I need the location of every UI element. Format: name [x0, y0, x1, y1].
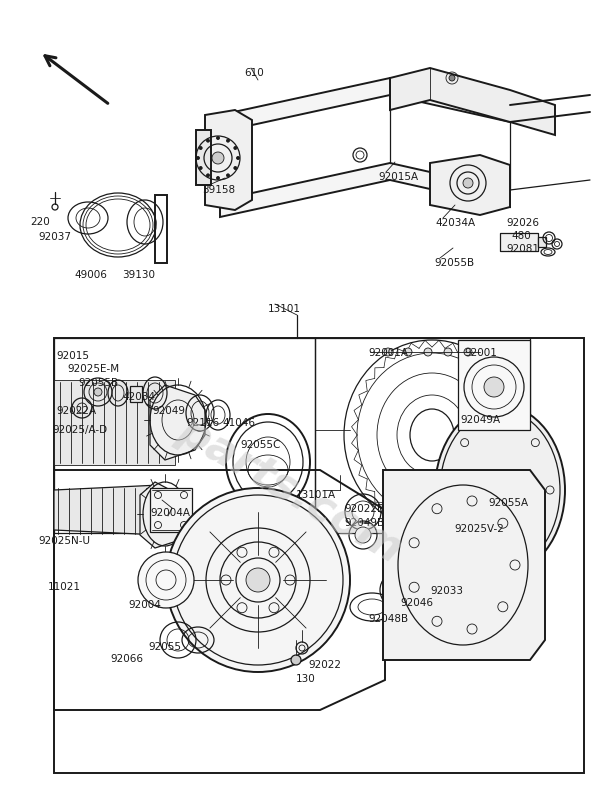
Polygon shape [383, 470, 545, 660]
Circle shape [138, 552, 194, 608]
Polygon shape [205, 110, 252, 210]
Bar [500, 233, 538, 251]
Text: 92022A: 92022A [56, 406, 96, 416]
Bar [130, 386, 142, 402]
Circle shape [199, 166, 202, 170]
Text: 92026: 92026 [506, 218, 539, 228]
Circle shape [206, 173, 209, 177]
Text: 92001A: 92001A [368, 348, 408, 358]
Text: 92055: 92055 [148, 642, 181, 652]
Circle shape [234, 147, 237, 149]
Bar [538, 237, 546, 247]
Text: 92055A: 92055A [488, 498, 528, 508]
Text: 220: 220 [30, 217, 50, 227]
Circle shape [355, 527, 371, 543]
Text: 41046: 41046 [222, 418, 255, 428]
Text: 92025E-M: 92025E-M [67, 364, 119, 374]
Text: 92055B: 92055B [434, 258, 474, 268]
Text: 92033: 92033 [430, 586, 463, 596]
Text: 480: 480 [511, 231, 531, 241]
Polygon shape [140, 482, 185, 548]
Text: 92025N-U: 92025N-U [38, 536, 90, 546]
Polygon shape [430, 155, 510, 215]
Text: 42034A: 42034A [435, 218, 475, 228]
Circle shape [94, 388, 102, 396]
Bar [54, 338, 584, 773]
Text: 11021: 11021 [48, 582, 81, 592]
Circle shape [404, 348, 412, 356]
Circle shape [199, 147, 202, 149]
Polygon shape [220, 163, 510, 217]
Circle shape [408, 558, 432, 582]
Circle shape [227, 139, 229, 142]
Polygon shape [220, 78, 510, 132]
Text: 92015: 92015 [56, 351, 89, 361]
Text: 92046: 92046 [400, 598, 433, 608]
Text: 130: 130 [296, 674, 316, 684]
Text: 49006: 49006 [74, 270, 107, 280]
Text: 13101A: 13101A [296, 490, 336, 500]
Text: 92025V-2: 92025V-2 [454, 524, 504, 534]
Text: 92022: 92022 [308, 660, 341, 670]
Circle shape [449, 75, 455, 81]
Text: 92055B: 92055B [78, 378, 118, 388]
Text: 39130: 39130 [122, 270, 155, 280]
Text: 92025/A-D: 92025/A-D [52, 425, 107, 435]
Text: 92048B: 92048B [368, 614, 408, 624]
Circle shape [291, 655, 301, 665]
Text: 92049B: 92049B [344, 518, 384, 528]
Text: 92037: 92037 [38, 232, 71, 242]
Circle shape [217, 137, 220, 140]
Circle shape [234, 166, 237, 170]
Circle shape [217, 177, 220, 180]
Circle shape [212, 152, 224, 164]
Circle shape [206, 139, 209, 142]
Bar [196, 130, 211, 185]
Circle shape [384, 348, 392, 356]
Text: 92049: 92049 [152, 406, 185, 416]
Circle shape [444, 348, 452, 356]
Circle shape [463, 178, 473, 188]
Polygon shape [390, 68, 555, 135]
Text: 39158: 39158 [202, 185, 235, 195]
Bar [315, 338, 530, 533]
Circle shape [227, 173, 229, 177]
Text: 92116: 92116 [186, 418, 219, 428]
Text: 92066: 92066 [110, 654, 143, 664]
Text: 92015A: 92015A [378, 172, 418, 182]
Text: 610: 610 [244, 68, 264, 78]
Circle shape [484, 377, 504, 397]
Circle shape [236, 156, 239, 159]
Text: 13101: 13101 [268, 304, 301, 314]
Polygon shape [54, 485, 160, 535]
Circle shape [424, 348, 432, 356]
Polygon shape [54, 380, 175, 465]
Circle shape [464, 348, 472, 356]
Bar [150, 488, 192, 532]
Circle shape [197, 156, 199, 159]
Text: 92001: 92001 [464, 348, 497, 358]
Bar [458, 340, 530, 430]
Text: 92004: 92004 [128, 600, 161, 610]
Text: parts.com: parts.com [170, 408, 410, 571]
Bar [155, 195, 167, 263]
Text: 92049A: 92049A [460, 415, 500, 425]
Circle shape [392, 542, 448, 598]
Text: 92055C: 92055C [240, 440, 280, 450]
Circle shape [166, 488, 350, 672]
Text: 92022B: 92022B [344, 504, 384, 514]
Circle shape [246, 568, 270, 592]
Ellipse shape [435, 405, 565, 575]
Text: 42034: 42034 [122, 392, 155, 402]
Polygon shape [150, 385, 205, 460]
Text: 92081: 92081 [506, 244, 539, 254]
Text: 92004A: 92004A [150, 508, 190, 518]
